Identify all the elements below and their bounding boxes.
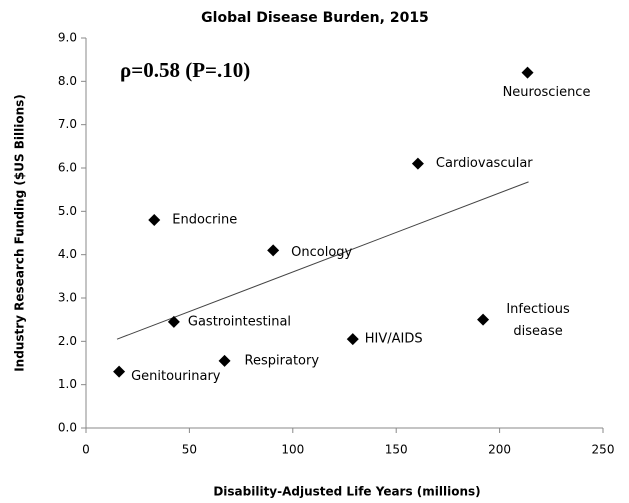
chart-title: Global Disease Burden, 2015 [201,10,429,26]
point-label: disease [513,324,562,339]
x-tick-label: 150 [385,443,408,457]
point-label: HIV/AIDS [365,332,423,347]
x-axis-label: Disability-Adjusted Life Years (millions… [213,485,480,499]
x-tick-label: 100 [281,443,304,457]
point [218,354,231,367]
y-tick-label: 7.0 [58,117,77,131]
x-tick-label: 0 [82,443,90,457]
trendline [116,181,529,340]
y-axis-label: Industry Research Funding ($US Billions) [13,94,27,372]
point-label: Oncology [291,245,352,260]
y-tick-label: 1.0 [58,377,77,391]
point [521,66,534,79]
annotation: ρ=0.58 (P=.10) [120,58,250,82]
y-tick-label: 2.0 [58,334,77,348]
y-tick-label: 0.0 [58,421,77,435]
point [148,214,161,226]
point [411,157,424,170]
y-tick-label: 4.0 [58,247,77,261]
x-tick-label: 50 [182,443,197,457]
point-label: Respiratory [245,353,320,368]
point [346,333,359,346]
point [267,244,280,257]
y-tick-label: 6.0 [58,161,77,175]
point-label: Infectious [506,302,570,317]
y-tick-label: 8.0 [58,74,77,88]
point [477,313,490,326]
y-tick-label: 5.0 [58,204,77,218]
x-tick-label: 200 [488,443,511,457]
y-tick-label: 3.0 [58,291,77,305]
point-label: Neuroscience [503,85,591,100]
point-label: Cardiovascular [436,156,533,171]
point-label: Gastrointestinal [188,314,291,329]
point [167,315,180,328]
point-label: Endocrine [172,213,237,228]
point [113,365,126,378]
y-tick-label: 9.0 [58,31,77,45]
x-tick-label: 250 [592,443,615,457]
point-label: Genitourinary [131,369,221,384]
